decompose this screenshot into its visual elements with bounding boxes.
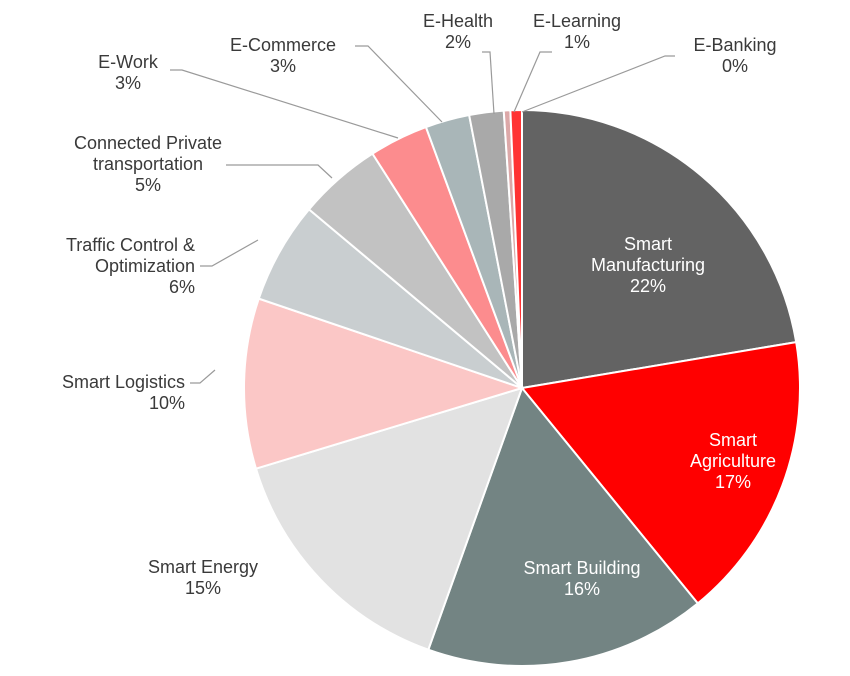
slice-label-e-learning: E-Learning 1%	[533, 11, 621, 52]
slice-label-e-banking: E-Banking 0%	[693, 35, 776, 76]
leader-lines	[170, 45, 675, 384]
pie-slice-smart-energy	[254, 386, 524, 652]
slice-percent-e-work: 3%	[115, 73, 141, 93]
slice-percent-e-learning: 1%	[564, 32, 590, 52]
slice-name-traffic-control-optimization: Traffic Control &	[66, 235, 195, 255]
slice-name-e-commerce: E-Commerce	[230, 35, 336, 55]
slice-name-smart-agriculture: Agriculture	[690, 451, 776, 471]
slice-percent-smart-logistics: 10%	[149, 393, 185, 413]
slice-label-connected-private-transportation: Connected Private transportation 5%	[74, 133, 222, 195]
slice-label-smart-building: Smart Building 16%	[523, 558, 640, 599]
slice-labels: Smart Manufacturing 22%Smart Agriculture 17%…	[62, 11, 777, 599]
slice-label-smart-logistics: Smart Logistics 10%	[62, 372, 185, 413]
leader-line-e-health	[482, 51, 495, 115]
leader-line-e-banking	[521, 55, 675, 113]
leader-line-connected-private-transportation	[226, 164, 333, 179]
pie-slice-smart-manufacturing	[521, 108, 798, 390]
slice-name-smart-building: Smart Building	[523, 558, 640, 578]
slice-label-smart-manufacturing: Smart Manufacturing 22%	[591, 234, 705, 296]
pie-slice-smart-building	[427, 385, 700, 668]
slice-name-smart-manufacturing: Manufacturing	[591, 255, 705, 275]
slice-name-e-health: E-Health	[423, 11, 493, 31]
leader-line-e-learning	[513, 51, 552, 113]
slice-name-e-work: E-Work	[98, 52, 159, 72]
slice-percent-smart-agriculture: 17%	[715, 472, 751, 492]
slice-name-e-banking: E-Banking	[693, 35, 776, 55]
slice-name-smart-agriculture: Smart	[709, 430, 757, 450]
slice-percent-smart-energy: 15%	[185, 578, 221, 598]
leader-line-e-work	[170, 69, 399, 139]
slice-label-e-health: E-Health 2%	[423, 11, 493, 52]
slice-percent-traffic-control-optimization: 6%	[169, 277, 195, 297]
pie-slices	[243, 108, 801, 668]
slice-label-e-work: E-Work 3%	[98, 52, 159, 93]
slice-name-e-learning: E-Learning	[533, 11, 621, 31]
slice-name-smart-energy: Smart Energy	[148, 557, 258, 577]
slice-percent-smart-building: 16%	[564, 579, 600, 599]
slice-label-smart-agriculture: Smart Agriculture 17%	[690, 430, 776, 492]
slice-percent-e-banking: 0%	[722, 56, 748, 76]
pie-slice-smart-logistics	[243, 297, 526, 470]
slice-name-connected-private-transportation: transportation	[93, 154, 203, 174]
slice-percent-smart-manufacturing: 22%	[630, 276, 666, 296]
slice-percent-e-commerce: 3%	[270, 56, 296, 76]
leader-line-e-commerce	[355, 45, 443, 123]
leader-line-smart-logistics	[190, 369, 216, 384]
slice-label-smart-energy: Smart Energy 15%	[148, 557, 258, 598]
leader-line-traffic-control-optimization	[200, 239, 259, 267]
slice-percent-e-health: 2%	[445, 32, 471, 52]
slice-label-traffic-control-optimization: Traffic Control & Optimization 6%	[66, 235, 195, 297]
slice-name-smart-logistics: Smart Logistics	[62, 372, 185, 392]
pie-slice-e-banking	[509, 108, 523, 389]
slice-name-smart-manufacturing: Smart	[624, 234, 672, 254]
slice-name-traffic-control-optimization: Optimization	[95, 256, 195, 276]
slice-percent-connected-private-transportation: 5%	[135, 175, 161, 195]
slice-name-connected-private-transportation: Connected Private	[74, 133, 222, 153]
slice-label-e-commerce: E-Commerce 3%	[230, 35, 336, 76]
pie-slice-smart-agriculture	[520, 340, 801, 605]
